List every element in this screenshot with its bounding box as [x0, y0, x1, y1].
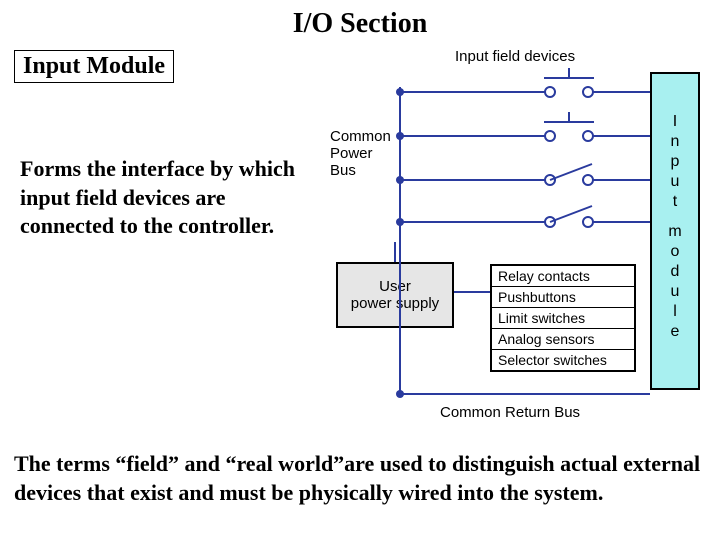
subtitle-box: Input Module: [14, 50, 174, 83]
paragraph-field-realworld: The terms “field” and “real world”are us…: [14, 450, 714, 507]
wiring-svg: [320, 42, 710, 432]
io-diagram: Inputmodule User power supply Relay cont…: [320, 42, 710, 432]
page-title: I/O Section: [0, 8, 720, 40]
paragraph-interface: Forms the interface by which input field…: [20, 155, 300, 241]
